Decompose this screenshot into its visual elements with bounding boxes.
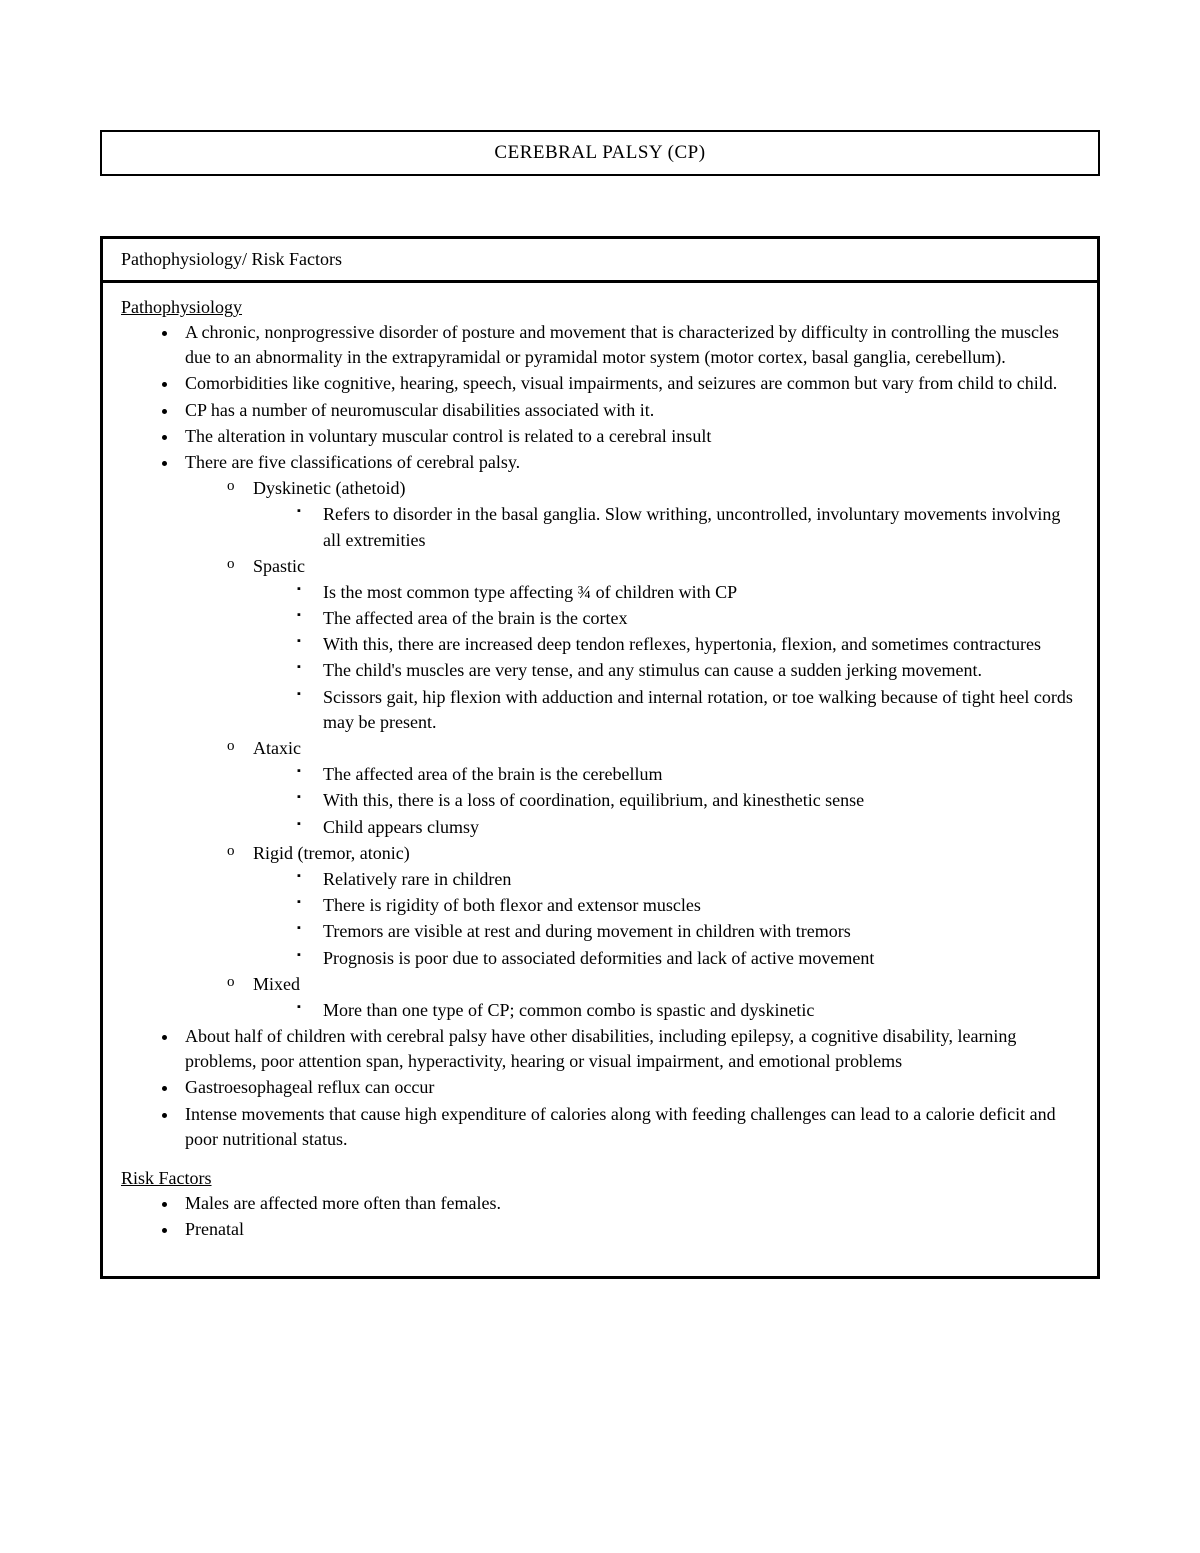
list-item: Tremors are visible at rest and during m… [297,919,1079,944]
list-item-text: Scissors gait, hip flexion with adductio… [323,687,1073,732]
section-heading: Risk Factors [121,1168,1079,1189]
list-item-text: The affected area of the brain is the co… [323,608,628,628]
page-title: CEREBRAL PALSY (CP) [494,142,705,163]
list-level-2: Dyskinetic (athetoid) Refers to disorder … [185,476,1079,1023]
list-item: Ataxic The affected area of the brain is … [227,736,1079,840]
list-item: Dyskinetic (athetoid) Refers to disorder … [227,476,1079,553]
list-item: The child's muscles are very tense, and … [297,658,1079,683]
list-item-text: The alteration in voluntary muscular con… [185,426,711,446]
list-item-text: Mixed [253,974,300,994]
subtitle-bar: Pathophysiology/ Risk Factors [103,239,1097,283]
list-item: Gastroesophageal reflux can occur [179,1075,1079,1100]
list-item-text: Prognosis is poor due to associated defo… [323,948,874,968]
list-item-text: Dyskinetic (athetoid) [253,478,405,498]
list-item-text: About half of children with cerebral pal… [185,1026,1016,1071]
list-item-text: Prenatal [185,1219,244,1239]
list-item: CP has a number of neuromuscular disabil… [179,398,1079,423]
list-item-text: Is the most common type affecting ¾ of c… [323,582,737,602]
list-item-text: The affected area of the brain is the ce… [323,764,663,784]
list-level-1: Males are affected more often than femal… [121,1191,1079,1242]
list-item-text: There are five classifications of cerebr… [185,452,520,472]
list-item: The alteration in voluntary muscular con… [179,424,1079,449]
list-item-text: More than one type of CP; common combo i… [323,1000,814,1020]
list-item: Mixed More than one type of CP; common co… [227,972,1079,1023]
list-item: Comorbidities like cognitive, hearing, s… [179,371,1079,396]
list-item: Spastic Is the most common type affecting… [227,554,1079,735]
list-level-3: Refers to disorder in the basal ganglia.… [253,502,1079,552]
section-heading: Pathophysiology [121,297,1079,318]
list-item-text: Males are affected more often than femal… [185,1193,501,1213]
list-item: Intense movements that cause high expend… [179,1102,1079,1152]
list-item-text: Gastroesophageal reflux can occur [185,1077,434,1097]
list-item: Scissors gait, hip flexion with adductio… [297,685,1079,735]
list-item-text: There is rigidity of both flexor and ext… [323,895,701,915]
list-item: Prognosis is poor due to associated defo… [297,946,1079,971]
main-content-box: Pathophysiology/ Risk Factors Pathophysi… [100,236,1100,1279]
list-item-text: A chronic, nonprogressive disorder of po… [185,322,1059,367]
title-box: CEREBRAL PALSY (CP) [100,130,1100,176]
list-item: Rigid (tremor, atonic) Relatively rare in… [227,841,1079,971]
list-item: Prenatal [179,1217,1079,1242]
list-item-text: The child's muscles are very tense, and … [323,660,982,680]
list-item: A chronic, nonprogressive disorder of po… [179,320,1079,370]
list-item-text: Child appears clumsy [323,817,479,837]
list-item-text: Tremors are visible at rest and during m… [323,921,851,941]
list-item-text: CP has a number of neuromuscular disabil… [185,400,654,420]
list-item-text: Spastic [253,556,305,576]
list-level-3: The affected area of the brain is the ce… [253,762,1079,840]
list-item: The affected area of the brain is the ce… [297,762,1079,787]
list-item-text: Intense movements that cause high expend… [185,1104,1056,1149]
list-item: Is the most common type affecting ¾ of c… [297,580,1079,605]
content-area: Pathophysiology A chronic, nonprogressive… [103,283,1097,1276]
list-item: With this, there is a loss of coordinati… [297,788,1079,813]
list-item: Relatively rare in children [297,867,1079,892]
list-item-text: Ataxic [253,738,301,758]
list-item: There is rigidity of both flexor and ext… [297,893,1079,918]
list-level-3: Is the most common type affecting ¾ of c… [253,580,1079,735]
list-item: About half of children with cerebral pal… [179,1024,1079,1074]
list-level-1: A chronic, nonprogressive disorder of po… [121,320,1079,1152]
list-item-text: With this, there is a loss of coordinati… [323,790,864,810]
list-item: More than one type of CP; common combo i… [297,998,1079,1023]
list-level-3: Relatively rare in children There is rigi… [253,867,1079,971]
list-item-text: Refers to disorder in the basal ganglia.… [323,504,1060,549]
list-item-text: Comorbidities like cognitive, hearing, s… [185,373,1057,393]
list-item: With this, there are increased deep tend… [297,632,1079,657]
list-item-text: Rigid (tremor, atonic) [253,843,410,863]
list-item: Child appears clumsy [297,815,1079,840]
list-item: There are five classifications of cerebr… [179,450,1079,1023]
list-level-3: More than one type of CP; common combo i… [253,998,1079,1023]
list-item: Refers to disorder in the basal ganglia.… [297,502,1079,552]
list-item: The affected area of the brain is the co… [297,606,1079,631]
list-item-text: Relatively rare in children [323,869,511,889]
list-item: Males are affected more often than femal… [179,1191,1079,1216]
subtitle-text: Pathophysiology/ Risk Factors [121,249,342,269]
list-item-text: With this, there are increased deep tend… [323,634,1041,654]
